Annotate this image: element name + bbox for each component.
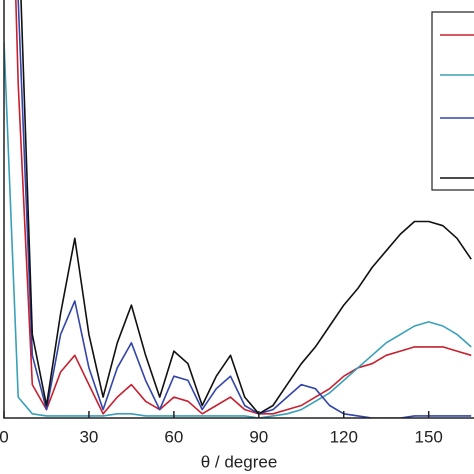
x-tick-label: 60 xyxy=(164,427,183,446)
data-line xyxy=(15,0,472,415)
data-line xyxy=(4,41,472,418)
x-tick-label: 0 xyxy=(0,427,9,446)
data-line xyxy=(20,0,472,415)
x-axis-label: θ / degree xyxy=(201,452,278,471)
x-tick-label: 90 xyxy=(249,427,268,446)
data-line xyxy=(17,0,472,418)
x-tick-label: 120 xyxy=(330,427,358,446)
x-tick-label: 30 xyxy=(79,427,98,446)
plot-area xyxy=(4,0,472,418)
legend xyxy=(431,11,474,191)
x-tick-label: 150 xyxy=(415,427,443,446)
